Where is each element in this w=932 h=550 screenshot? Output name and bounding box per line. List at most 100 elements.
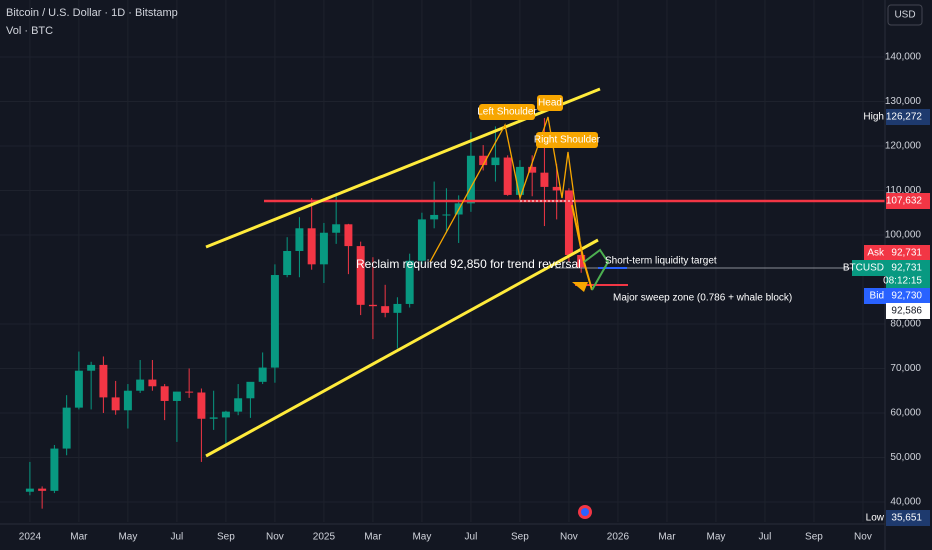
candle-body — [246, 381, 255, 399]
candle-body — [528, 166, 537, 173]
label-box — [536, 132, 598, 148]
candle-body — [417, 219, 426, 261]
candle-body — [99, 364, 108, 398]
price-tag-label: 92,586 — [891, 306, 922, 317]
x-tick-label: Sep — [805, 532, 823, 543]
candle-body — [491, 157, 500, 166]
x-tick-label: Jul — [759, 532, 772, 543]
candle-body — [38, 488, 47, 491]
candle-body — [515, 166, 524, 195]
candle-body — [466, 155, 475, 204]
candle-body — [442, 214, 451, 216]
chart-title: Bitcoin / U.S. Dollar · 1D · Bitstamp — [6, 7, 178, 19]
candle-body — [479, 155, 488, 166]
x-tick-label: 2025 — [313, 532, 336, 543]
candle-body — [209, 417, 218, 419]
labels: 40,000 50,000 60,000 70,000 80,000 100,000 110… — [19, 52, 930, 543]
candle-body — [172, 391, 181, 401]
price-tag-label: 08:12:15 — [883, 276, 922, 287]
price-tag-label: 107,632 — [886, 196, 923, 207]
price-tag-label: 35,651 — [891, 513, 922, 524]
x-tick-label: Nov — [560, 532, 578, 543]
y-tick-label: 50,000 — [890, 452, 921, 463]
x-tick-label: Nov — [854, 532, 872, 543]
candle-body — [564, 190, 573, 255]
candle-body — [393, 303, 402, 313]
candle-body — [62, 407, 71, 449]
x-tick-label: 2024 — [19, 532, 42, 543]
chart-subtitle: Vol · BTC — [6, 25, 53, 37]
y-tick-label: 110,000 — [886, 185, 922, 196]
arrow-head — [572, 282, 588, 292]
y-tick-label: 100,000 — [885, 230, 922, 241]
candle-body — [503, 157, 512, 195]
annotation: Left Shoulder — [477, 107, 537, 118]
candle-body — [221, 411, 230, 418]
head-shoulders — [429, 116, 581, 263]
event-icon-inner — [581, 508, 589, 516]
candle-body — [148, 379, 157, 387]
x-tick-label: Sep — [511, 532, 529, 543]
candle-body — [234, 398, 243, 412]
candle-body — [344, 224, 353, 247]
candle-body — [160, 386, 169, 401]
candle-body — [87, 364, 96, 371]
currency: USD — [894, 10, 915, 21]
x-tick-label: Nov — [266, 532, 284, 543]
x-tick-label: Mar — [658, 532, 676, 543]
price-tag-name-bg — [864, 245, 886, 261]
candle-body — [136, 379, 145, 391]
x-tick-label: Jul — [171, 532, 184, 543]
y-tick-label: 130,000 — [885, 96, 922, 107]
label-box — [537, 95, 563, 111]
candle-body — [540, 172, 549, 187]
price-tag — [886, 245, 930, 261]
price-tag — [886, 510, 930, 526]
y-tick-label: 120,000 — [885, 141, 922, 152]
price-tag-name-bg — [852, 260, 886, 276]
candle-body — [577, 254, 586, 268]
candle-body — [74, 370, 83, 408]
x-tick-label: May — [412, 532, 431, 543]
candle-body — [356, 246, 365, 305]
candle-body — [381, 306, 390, 313]
candle-body — [50, 448, 59, 491]
y-tick-label: 140,000 — [885, 52, 922, 63]
candle-body — [405, 260, 414, 304]
label-box — [479, 104, 535, 120]
candle-body — [25, 488, 34, 492]
candle-body — [258, 367, 267, 382]
x-tick-label: Mar — [70, 532, 88, 543]
candle-body — [185, 391, 194, 393]
annotation: Head — [538, 98, 562, 109]
x-tick-label: May — [118, 532, 137, 543]
annotation: Major sweep zone (0.786 + whale block) — [613, 293, 792, 304]
candle-body — [552, 186, 561, 191]
price-tag — [886, 260, 930, 276]
price-tag-name: Low — [866, 513, 885, 524]
x-tick-label: Mar — [364, 532, 382, 543]
price-tag-name: BTCUSD — [843, 263, 884, 274]
x-tick-label: May — [706, 532, 725, 543]
x-tick-label: Jul — [465, 532, 478, 543]
price-tag-label: 92,731 — [891, 248, 922, 259]
candle-body — [283, 250, 292, 276]
currency-button[interactable] — [887, 4, 923, 26]
candle-body — [319, 232, 328, 265]
y-tick-label: 70,000 — [890, 363, 921, 374]
candle-body — [270, 275, 279, 368]
annotation: Right Shoulder — [534, 135, 601, 146]
price-tag-name-bg — [864, 288, 886, 304]
price-tag-label: 92,730 — [891, 291, 922, 302]
price-tag — [886, 274, 930, 288]
annotation: Reclaim required 92,850 for trend revers… — [356, 257, 581, 271]
price-tag — [886, 193, 930, 210]
candle-body — [295, 228, 304, 251]
y-tick-label: 80,000 — [890, 319, 921, 330]
price-tag — [886, 288, 930, 304]
y-tick-label: 60,000 — [890, 408, 921, 419]
x-tick-label: Sep — [217, 532, 235, 543]
